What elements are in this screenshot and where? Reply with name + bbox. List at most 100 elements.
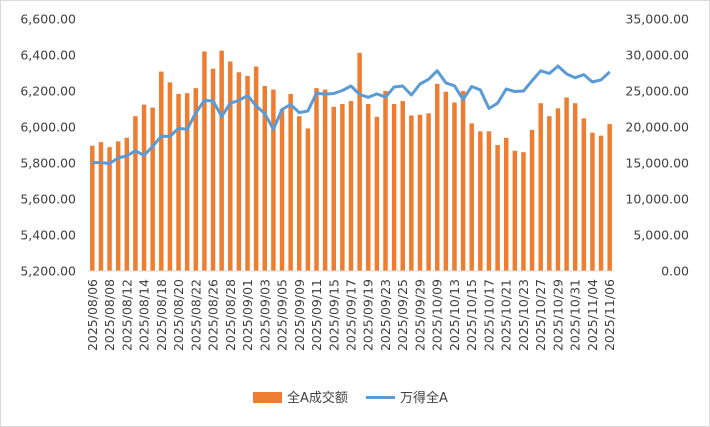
x-tick-label: 2025/09/05 [275,279,290,351]
x-tick-label: 2025/10/17 [481,279,496,351]
bar [150,107,155,271]
bar [297,116,302,271]
bar [314,88,319,272]
x-tick-label: 2025/10/21 [499,279,514,351]
bar [547,116,552,271]
bar [159,71,164,271]
bar [391,103,397,272]
bar [529,129,535,271]
x-tick-label: 2025/09/11 [309,279,324,351]
bar [331,106,336,271]
y-right-tick-label: 10,000.00 [625,192,689,207]
y-axis-right: 0.00 5,000.00 10,000.00 15,000.00 20,000.00 2… [625,12,689,279]
y-left-tick-label: 6,600.00 [20,12,76,27]
x-tick-label: 2025/08/14 [137,279,152,351]
x-tick-label: 2025/10/29 [550,279,565,351]
bar [469,123,474,272]
y-left-tick-label: 6,400.00 [20,48,76,63]
legend-line-label: 万得全A [400,390,448,406]
bar [219,50,224,272]
x-tick-label: 2025/10/23 [516,279,531,351]
x-tick-label: 2025/10/09 [430,279,445,351]
x-tick-label: 2025/09/25 [395,279,410,351]
bars-series [90,50,612,272]
legend-bar-label: 全A成交额 [287,390,348,406]
bar [340,103,345,272]
bar [512,150,518,271]
y-left-tick-label: 5,200.00 [20,264,76,279]
y-right-tick-label: 25,000.00 [625,84,689,99]
bar [417,114,423,271]
x-tick-label: 2025/08/08 [102,279,117,351]
bar [460,91,466,271]
x-tick-label: 2025/08/20 [171,279,186,351]
bar [176,93,181,271]
bar [90,145,95,271]
x-tick-label: 2025/09/19 [361,279,376,351]
bar [572,103,578,272]
bar [228,61,233,272]
bar [538,103,543,272]
bar [348,101,354,271]
bar [409,115,414,271]
bar [288,93,293,271]
x-tick-label: 2025/11/06 [602,279,617,351]
x-tick-label: 2025/09/15 [326,279,341,351]
x-tick-label: 2025/09/29 [412,279,427,351]
legend-bar-swatch [253,392,282,403]
bar [486,131,492,271]
y-right-tick-label: 20,000.00 [625,120,689,135]
bar [503,137,509,271]
bar [98,142,104,271]
bar [555,108,561,271]
x-tick-label: 2025/08/28 [223,279,238,351]
line-series [92,64,611,165]
bar [124,137,130,271]
x-tick-label: 2025/08/26 [206,279,221,351]
bar [374,116,380,271]
bar [115,141,121,271]
x-tick-label: 2025/09/01 [240,279,255,351]
bar [271,89,276,271]
y-left-tick-label: 5,400.00 [20,228,76,243]
y-right-tick-label: 15,000.00 [625,156,689,171]
x-tick-label: 2025/10/15 [464,279,479,351]
x-tick-label: 2025/09/09 [292,279,307,351]
y-axis-left: 5,200.00 5,400.00 5,600.00 5,800.00 6,000.00… [20,12,76,279]
bar [202,51,207,272]
bar [245,75,250,271]
bar [253,66,259,272]
bar [383,91,388,271]
x-tick-label: 2025/09/23 [378,279,393,351]
y-right-tick-label: 30,000.00 [625,48,689,63]
bar [607,124,612,272]
y-left-tick-label: 6,200.00 [20,84,76,99]
bar [426,113,431,271]
bar [167,82,173,271]
x-tick-label: 2025/11/04 [585,279,600,351]
bar [590,132,595,271]
y-left-tick-label: 5,800.00 [20,156,76,171]
y-right-tick-label: 5,000.00 [633,228,689,243]
bar [521,152,526,271]
bar [107,147,112,271]
bar [305,128,311,271]
bar [210,68,216,272]
bar [452,102,457,272]
y-right-tick-label: 35,000.00 [625,12,689,27]
bar [184,93,190,271]
y-left-tick-label: 5,600.00 [20,192,76,207]
x-tick-label: 2025/10/31 [568,279,583,351]
bar [564,97,569,271]
x-tick-label: 2025/10/13 [447,279,462,351]
x-axis: 2025/08/06 2025/08/08 2025/08/12 2025/08/14… [85,279,617,351]
x-tick-label: 2025/10/27 [533,279,548,351]
bar [366,103,371,272]
bar [262,85,268,272]
bar [322,89,328,271]
bar [133,116,138,271]
x-tick-label: 2025/08/06 [85,279,100,351]
bar [434,83,440,271]
x-tick-label: 2025/09/03 [257,279,272,351]
